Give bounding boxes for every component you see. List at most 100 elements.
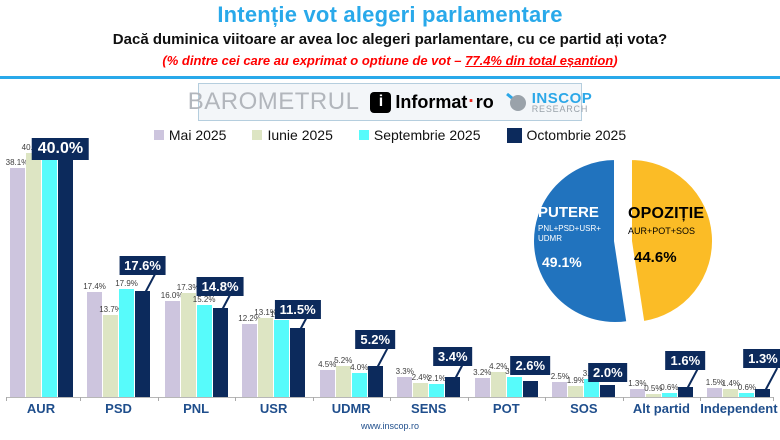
bar-value-label: 3.3% [395, 367, 414, 377]
legend-label-mai-2025: Mai 2025 [168, 127, 227, 143]
legend-item-iunie-2025: Iunie 2025 [252, 127, 333, 143]
bar-value-label: 2.4% [411, 372, 430, 382]
sample-note-prefix: (% dintre cei care au exprimat o optiune… [162, 53, 466, 68]
pie-slice-label-opozitie: OPOZIȚIE AUR+POT+SOS 44.6% [628, 205, 748, 266]
octombrie-value-box: 2.6% [510, 356, 551, 376]
bar-octombrie-2025 [57, 156, 73, 397]
bar-iunie-2025: 2.4% [412, 373, 430, 397]
inscop-name: INSCOP [531, 89, 593, 107]
bar-iunie-2025: 1.4% [722, 379, 740, 397]
logo-bar: BAROMETRUL i Informat · ro INSCOP RESEAR… [188, 83, 592, 121]
inscop-research: RESEARCH [531, 103, 589, 114]
bar-value-label: 17.3% [176, 282, 200, 292]
octombrie-value-box: 1.6% [665, 351, 706, 371]
category-label-pnl: PNL [183, 401, 210, 416]
bar-value-label: 0.6% [660, 383, 679, 393]
octombrie-value-box: 40.0% [31, 138, 90, 160]
legend-item-octombrie-2025: Octombrie 2025 [506, 127, 627, 143]
bar-septembrie-2025: 12.8% [270, 310, 293, 397]
axis-tick [700, 397, 701, 401]
bar-value-label: 4.2% [489, 361, 508, 371]
bar-septembrie-2025: 17.9% [115, 279, 138, 397]
axis-tick [622, 397, 624, 401]
bar-septembrie-2025: 40.8% [38, 141, 60, 397]
axis-tick [157, 397, 159, 401]
axis-tick [773, 397, 774, 401]
category-label-sos: SOS [570, 401, 598, 416]
opozitie-title: OPOZIȚIE [628, 205, 705, 222]
bar-mai-2025: 1.3% [628, 379, 646, 397]
bar-value-label: 4.0% [350, 362, 369, 372]
bar-octombrie-2025 [755, 389, 771, 397]
putere-parties: PNL+PSD+USR+ UDMR [538, 224, 601, 244]
bar-mai-2025: 4.5% [318, 360, 336, 397]
axis-tick [6, 397, 7, 401]
bar-value-label: 1.5% [705, 378, 725, 387]
bar-value-label: 13.7% [99, 304, 122, 314]
bar-octombrie-2025 [445, 376, 461, 397]
bar-group-independent: 1.5% 1.4% 0.6% 1.3% Independent [700, 150, 780, 416]
bar-mai-2025: 38.1% [6, 158, 28, 397]
bar-value-label: 1.3% [628, 379, 647, 389]
bar-value-label: 4.5% [318, 359, 337, 369]
bar-value-label: 0.6% [737, 383, 757, 393]
bar-value-label: 1.4% [721, 378, 741, 388]
bar-iunie-2025: 4.2% [489, 362, 507, 397]
pie-svg [532, 157, 714, 324]
bar-value-label: 2.1% [427, 374, 446, 384]
informat-name: Informat [395, 91, 468, 112]
bar-group-udmr: 4.5% 5.2% 4.0% 5.2% UDMR [316, 150, 396, 416]
bar-group-pot: 3.2%4.2%3.3%2.6% POT [471, 150, 551, 416]
bar-octombrie-2025 [212, 307, 228, 397]
bar-value-label: 17.9% [115, 279, 138, 289]
category-label-aur: AUR [26, 401, 56, 416]
sample-note-highlight: 77.4% din total eșantion [465, 53, 614, 68]
legend-swatch-octombrie-2025 [506, 127, 522, 143]
inscop-text: INSCOP RESEARCH [532, 91, 593, 114]
bar-group-sos: 2.5%1.9%3.0%2.0%SOS [549, 150, 628, 416]
category-label-sens: SENS [411, 401, 447, 416]
category-label-independent: Independent [700, 401, 778, 416]
sample-note-suffix: ) [613, 53, 618, 68]
pie-slice-opozitie [630, 157, 714, 324]
bar-septembrie-2025: 3.3% [505, 367, 523, 397]
informat-logo: i Informat · ro [370, 91, 494, 113]
bar-iunie-2025: 13.7% [99, 305, 122, 397]
bar-iunie-2025: 40.5% [22, 143, 44, 397]
octombrie-value-box: 1.3% [743, 349, 780, 369]
divider-line [0, 76, 780, 79]
bar-group-psd: 17.4% 13.7% 17.9% 17.6% PSD [83, 150, 166, 416]
bar-octombrie-2025 [290, 327, 306, 397]
bar-value-label: 5.2% [334, 355, 353, 365]
bar-value-label: 12.2% [238, 313, 261, 323]
legend-swatch-iunie-2025 [252, 130, 263, 140]
legend-label-octombrie-2025: Octombrie 2025 [526, 127, 627, 143]
inscop-logo: INSCOP RESEARCH [505, 91, 593, 114]
category-label-usr: USR [259, 401, 288, 416]
axis-tick [80, 397, 81, 401]
axis-tick [390, 397, 391, 401]
putere-value: 49.1% [542, 253, 582, 270]
bar-group-aur: 38.1%40.5%40.8%40.0% AUR [6, 138, 90, 416]
bar-group-sens: 3.3% 2.4% 2.1% 3.4% SENS [394, 150, 473, 416]
informat-tld: ro [475, 91, 494, 112]
bar-septembrie-2025: 15.2% [193, 295, 215, 397]
survey-question: Dacă duminica viitoare ar avea loc alege… [112, 31, 668, 48]
bar-iunie-2025: 0.5% [644, 384, 662, 397]
octombrie-value-box: 17.6% [119, 256, 166, 275]
bar-octombrie-2025 [135, 291, 151, 397]
bar-octombrie-2025 [600, 385, 616, 397]
bar-group-usr: 12.2%13.1%12.8%11.5% USR [238, 150, 321, 416]
bar-septembrie-2025: 4.0% [350, 363, 368, 397]
bar-iunie-2025: 5.2% [334, 356, 352, 397]
bar-value-label: 0.5% [644, 384, 663, 393]
bar-iunie-2025: 1.9% [567, 376, 585, 397]
legend: Mai 2025 Iunie 2025 Septembrie 2025 Octombr… [0, 127, 780, 143]
bar-group-pnl: 16.0% 17.3% 15.2% 14.8% PNL [161, 150, 244, 416]
legend-swatch-mai-2025 [153, 130, 164, 140]
octombrie-value-box: 11.5% [274, 299, 321, 319]
sample-note: (% dintre cei care au exprimat o optiune… [0, 53, 780, 68]
bar-octombrie-2025 [367, 365, 383, 397]
bar-value-label: 3.2% [473, 367, 492, 377]
